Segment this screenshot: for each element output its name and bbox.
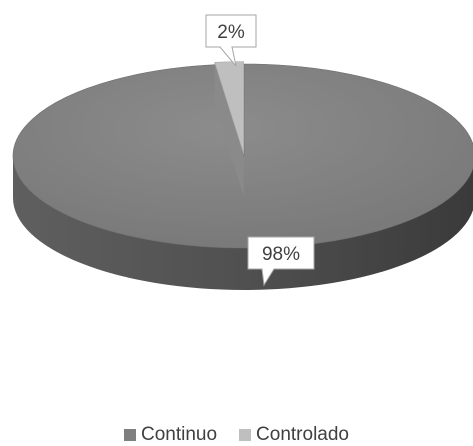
data-label-continuo: 98% [247,236,315,287]
legend-swatch-controlado [239,429,252,441]
legend: Continuo Controlado [0,424,473,446]
legend-item-controlado: Controlado [239,424,349,446]
data-label-text-controlado: 2% [217,22,245,43]
legend-label-controlado: Controlado [256,424,349,445]
pie-side-controlado [214,62,244,196]
legend-item-continuo: Continuo [123,424,218,446]
data-label-text-continuo: 98% [262,244,300,265]
pie-slice-controlado [214,61,244,154]
legend-swatch-continuo [123,429,136,441]
legend-label-continuo: Continuo [140,424,218,445]
data-label-controlado: 2% [205,14,257,67]
pie-side-continuo [13,156,473,290]
